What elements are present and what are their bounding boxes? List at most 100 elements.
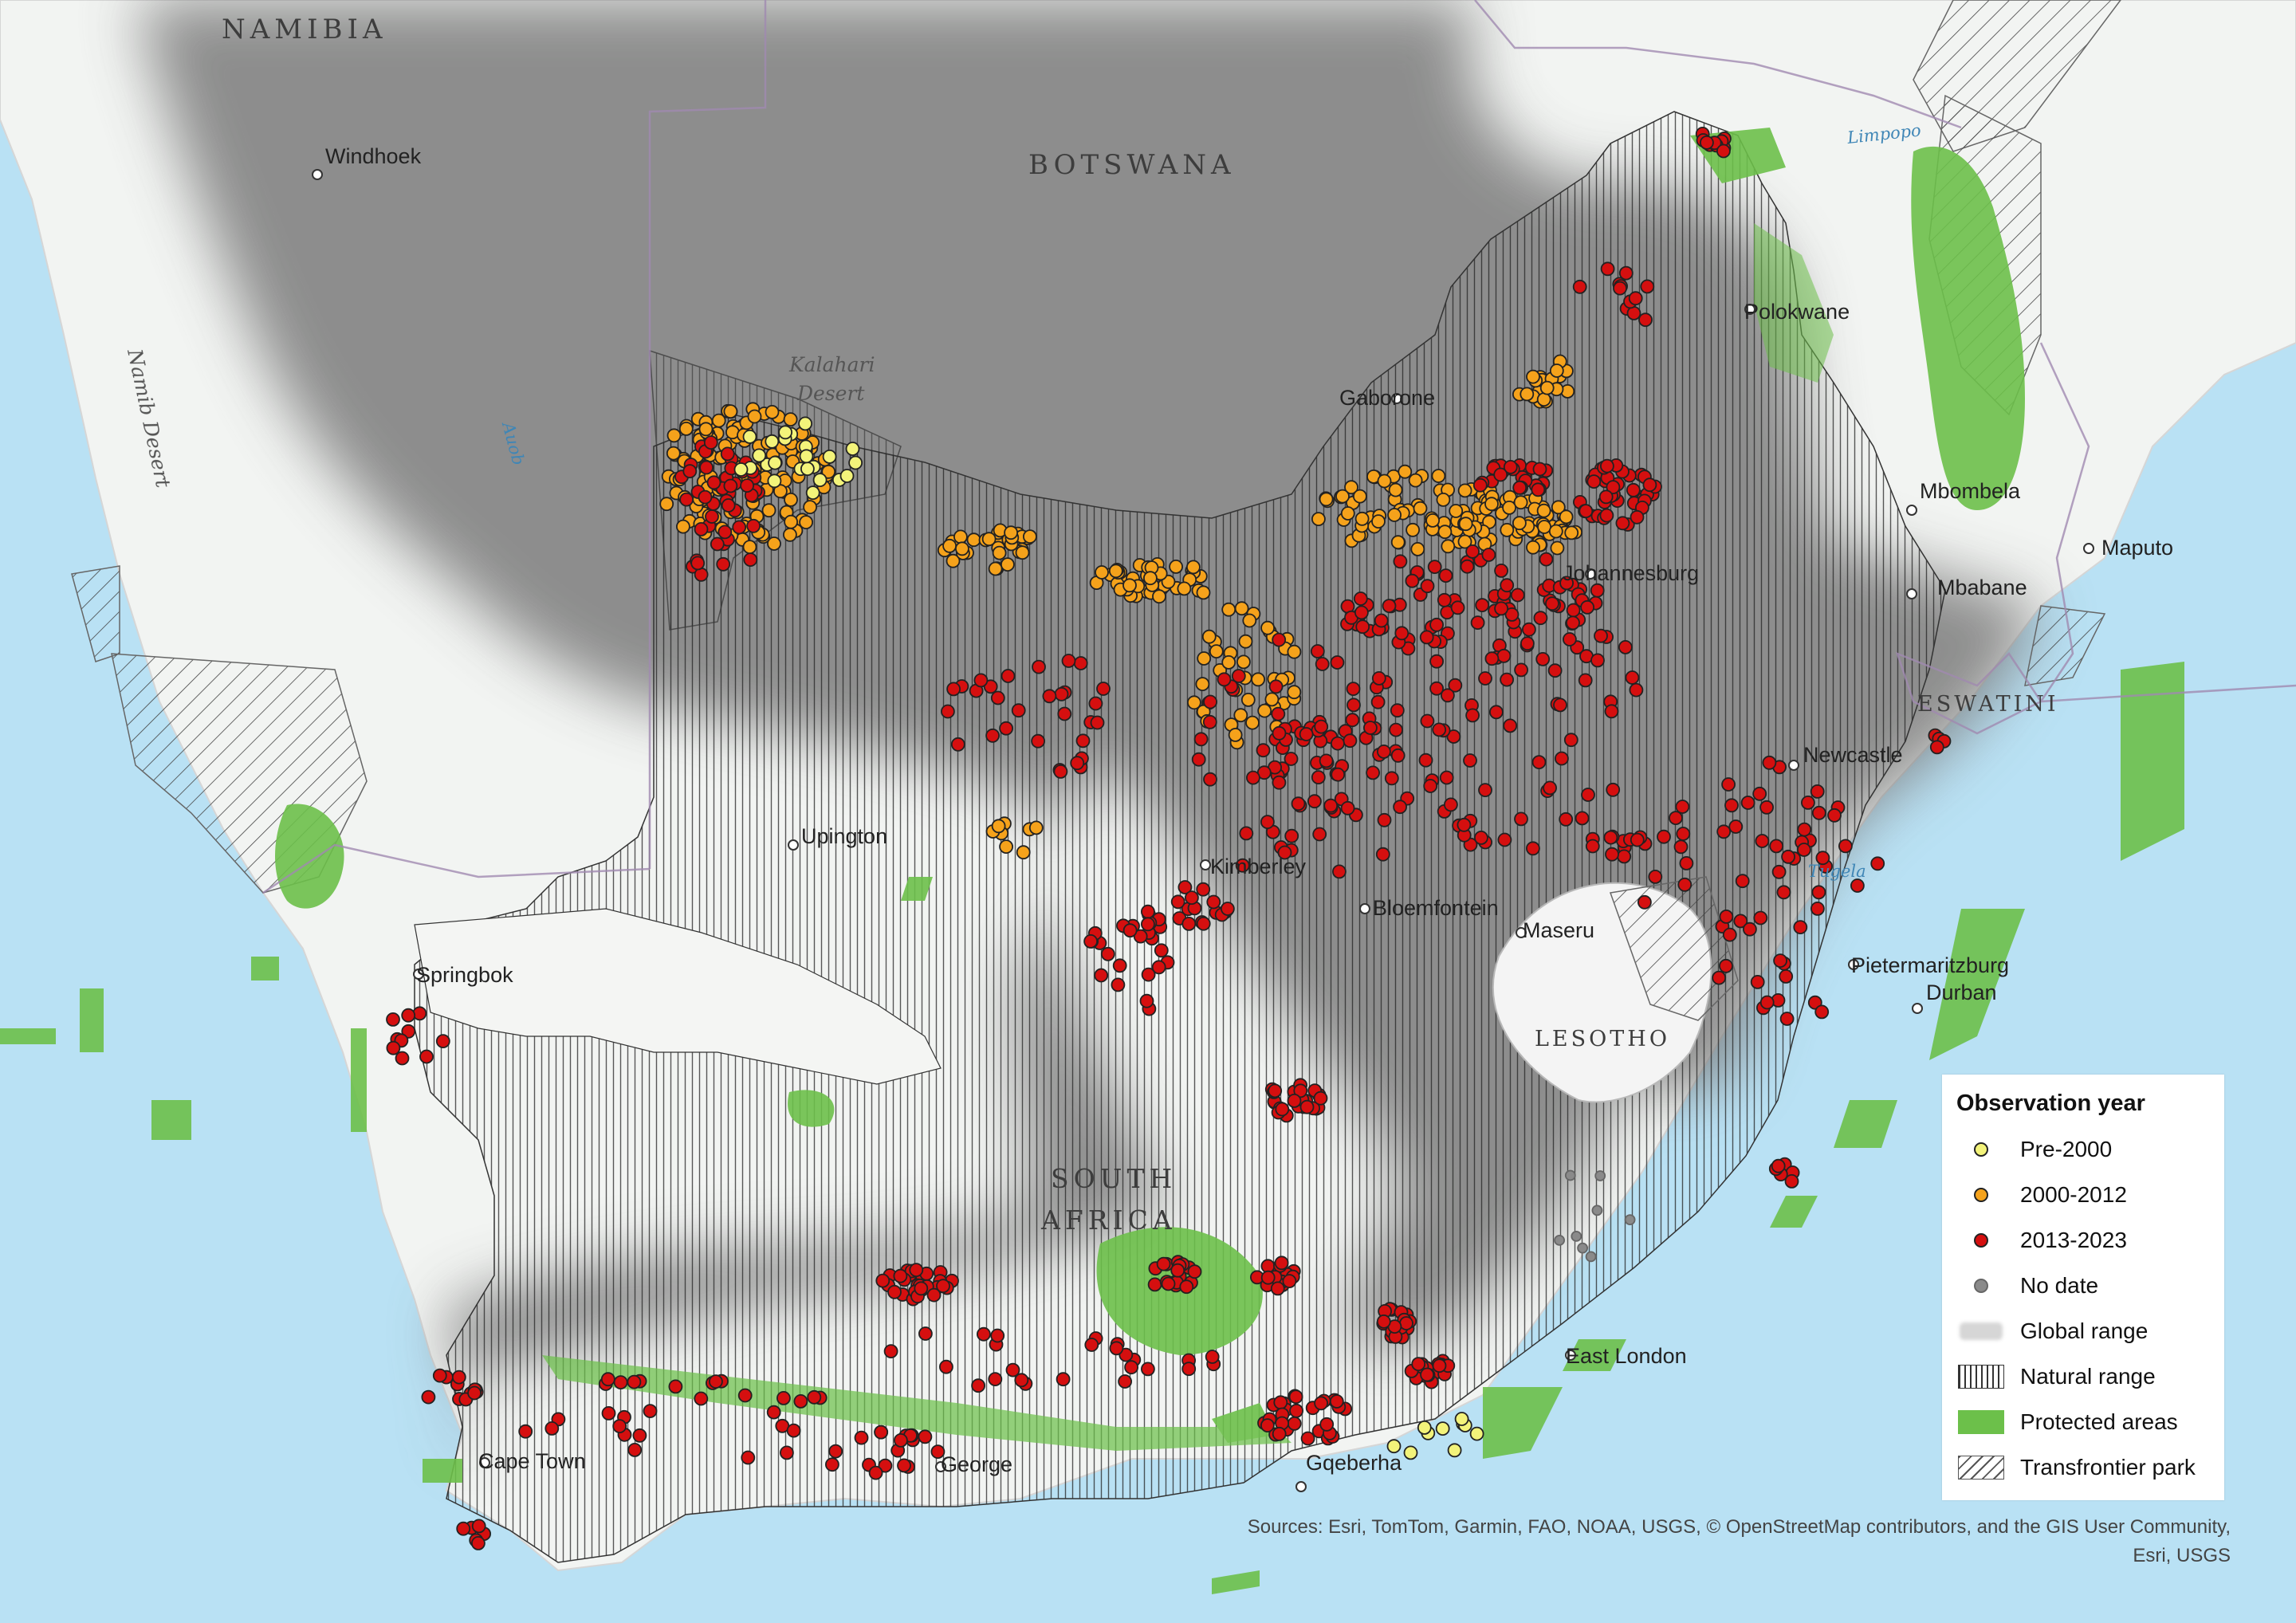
2013-2023-point [1070, 756, 1085, 771]
2013-2023-point [1323, 798, 1339, 813]
label-durban: Durban [1926, 980, 1997, 1004]
2013-2023-point [612, 1419, 627, 1433]
2013-2023-point [1750, 975, 1765, 989]
2013-2023-point [709, 1374, 723, 1389]
2000-2012-point [1251, 672, 1265, 687]
pre-2000-point [752, 448, 767, 463]
2013-2023-point [941, 704, 955, 719]
2013-2023-point [1206, 894, 1221, 910]
2000-2012-point [1197, 651, 1212, 666]
2000-2012-point [1169, 560, 1183, 574]
2013-2023-point [627, 1443, 643, 1457]
2013-2023-point [1496, 648, 1512, 663]
legend: Observation year Pre-2000 2000-2012 2013… [1942, 1075, 2224, 1500]
2013-2023-point [1603, 830, 1618, 845]
2000-2012-point [1245, 715, 1260, 730]
2013-2023-point [1712, 970, 1727, 985]
2013-2023-point [1590, 583, 1605, 598]
2013-2023-point [1432, 1358, 1447, 1373]
2013-2023-point [828, 1444, 843, 1459]
2013-2023-point [1493, 467, 1508, 482]
legend-item-2013-2023: 2013-2023 [1956, 1217, 2210, 1263]
2013-2023-point [1850, 878, 1865, 893]
2013-2023-point [1640, 279, 1655, 294]
2013-2023-point [600, 1372, 615, 1387]
legend-label: Natural range [2020, 1363, 2156, 1389]
2013-2023-point [1929, 740, 1944, 755]
2013-2023-point [732, 520, 747, 535]
2013-2023-point [395, 1051, 410, 1066]
pre-2000-point [800, 462, 815, 476]
2000-2012-point [1095, 565, 1109, 580]
label-africa: AFRICA [1040, 1204, 1177, 1236]
2013-2023-point [1390, 703, 1405, 718]
2013-2023-point [983, 679, 998, 694]
2013-2023-point [643, 1404, 658, 1418]
2013-2023-point [1581, 788, 1595, 802]
2013-2023-point [1111, 977, 1126, 992]
2013-2023-point [1566, 615, 1580, 631]
2013-2023-point [1284, 828, 1299, 843]
2013-2023-point [1728, 819, 1744, 834]
2013-2023-point [1405, 573, 1420, 588]
2000-2012-point [666, 446, 681, 461]
2000-2012-point [1513, 495, 1528, 510]
2013-2023-point [1332, 864, 1347, 879]
2013-2023-point [973, 673, 989, 688]
2013-2023-point [1676, 827, 1691, 841]
2000-2012-point [981, 532, 997, 547]
2000-2012-point [1457, 483, 1472, 498]
2013-2023-point [1810, 784, 1825, 799]
2000-2012-point [1287, 644, 1302, 659]
label-springbok: Springbok [416, 963, 513, 987]
2013-2023-point [1272, 632, 1287, 647]
2000-2012-point [1257, 703, 1272, 718]
2013-2023-point [918, 1429, 933, 1444]
2000-2012-point [1564, 525, 1579, 540]
pre-2000-point [798, 416, 812, 431]
sources-line-1: Sources: Esri, TomTom, Garmin, FAO, NOAA… [1247, 1516, 2231, 1538]
2013-2023-point [1628, 291, 1643, 306]
2013-2023-point [1531, 755, 1547, 769]
2013-2023-point [1268, 679, 1284, 694]
2000-2012-point [1319, 492, 1334, 507]
2013-2023-point [1088, 696, 1103, 711]
no-date-point [1577, 1242, 1588, 1254]
2013-2023-point [1203, 772, 1217, 787]
2013-2023-point [1355, 619, 1370, 635]
2013-2023-point [1613, 281, 1627, 296]
2013-2023-point [1141, 1362, 1155, 1377]
2013-2023-point [1418, 753, 1433, 768]
2000-2012-point [992, 545, 1007, 560]
2000-2012-point [1551, 500, 1566, 515]
2013-2023-point [1393, 800, 1407, 815]
2000-2012-point [1549, 364, 1564, 378]
label-eswatini: ESWATINI [1917, 692, 2059, 717]
2013-2023-point [1594, 628, 1608, 643]
2013-2023-point [1432, 722, 1447, 737]
2013-2023-point [1374, 613, 1389, 628]
2013-2023-point [1810, 902, 1825, 916]
2000-2012-point [1004, 525, 1018, 540]
2013-2023-point [1217, 672, 1232, 687]
2013-2023-point [1522, 622, 1536, 637]
2013-2023-point [1239, 826, 1254, 841]
2000-2012-point [1238, 634, 1253, 649]
2013-2023-point [668, 1379, 683, 1394]
2013-2023-point [1474, 831, 1488, 845]
karoo-unhatched [414, 908, 942, 1085]
protected-areas [0, 128, 2184, 1594]
2000-2012-point [783, 412, 798, 426]
2013-2023-point [1657, 829, 1671, 844]
2000-2012-point [1387, 508, 1402, 522]
2013-2023-point [1319, 753, 1334, 768]
2013-2023-point [1314, 1396, 1328, 1411]
2013-2023-point [694, 522, 709, 536]
2013-2023-point [1618, 265, 1634, 281]
label-george: George [941, 1452, 1012, 1476]
2000-2012-point [1264, 692, 1280, 707]
2013-2023-point [1042, 689, 1057, 704]
2013-2023-point [1273, 1395, 1288, 1410]
2013-2023-point [1543, 780, 1557, 796]
